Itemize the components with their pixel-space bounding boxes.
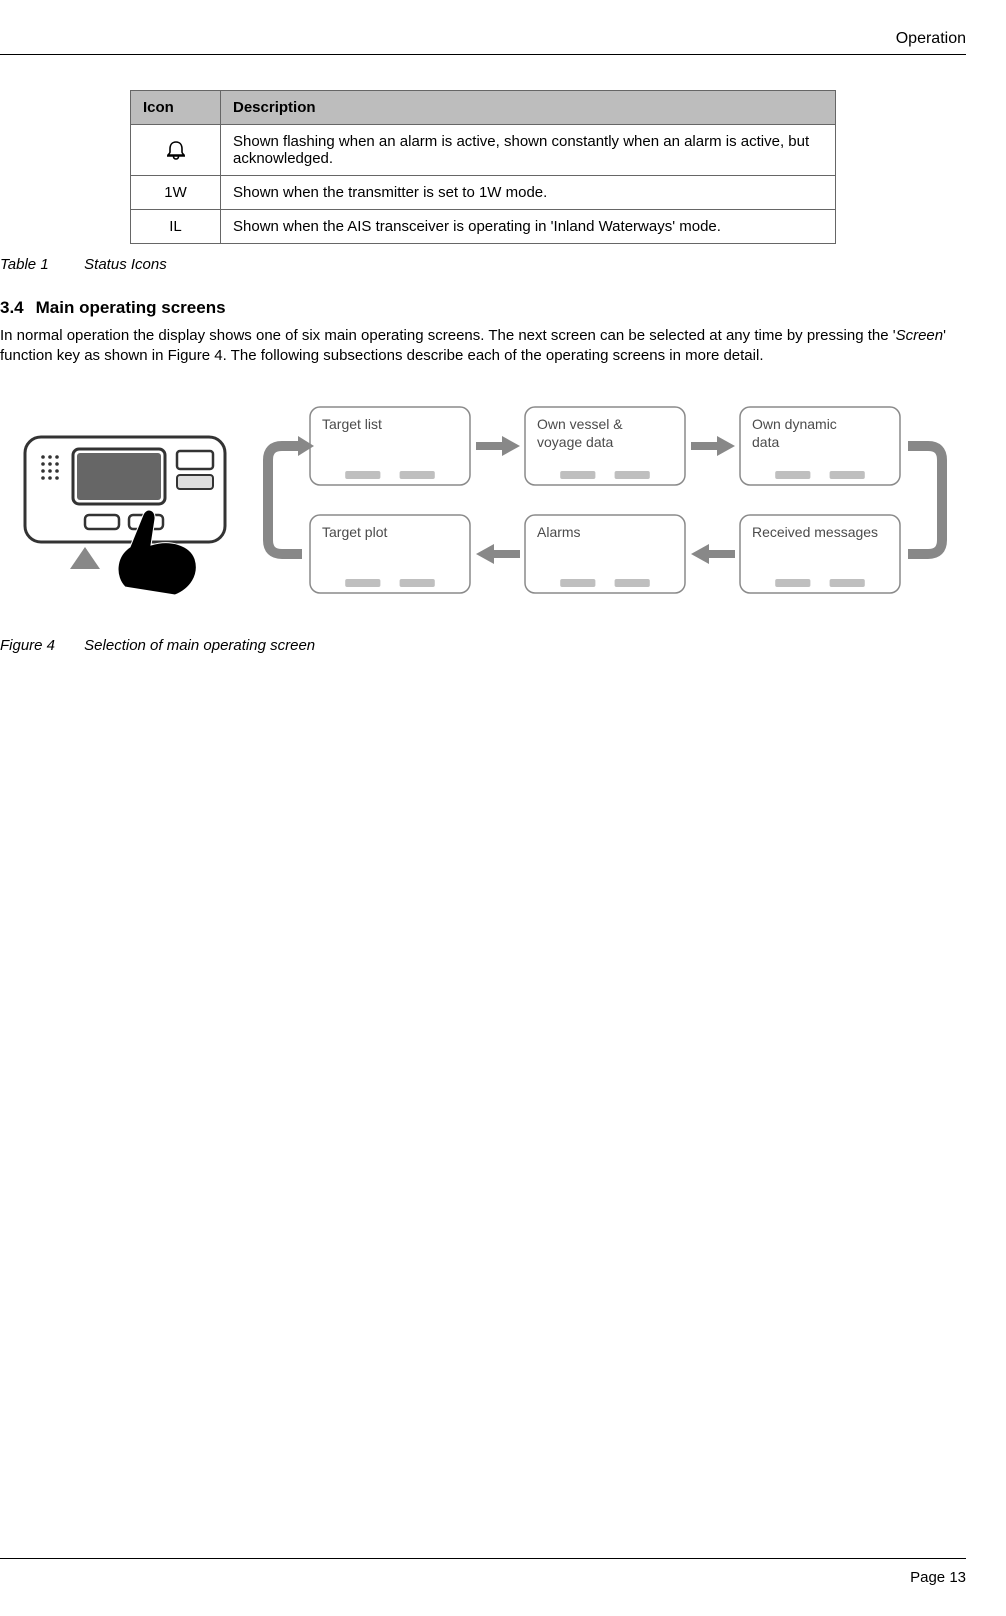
svg-text:Target plot: Target plot: [322, 524, 387, 540]
screen-own-vessel: Own vessel & voyage data: [525, 407, 685, 485]
table-row: Shown flashing when an alarm is active, …: [131, 125, 836, 176]
screen-received-messages: Received messages: [740, 515, 900, 593]
svg-text:Own vessel &: Own vessel &: [537, 416, 623, 432]
footer-page-label: Page: [910, 1569, 945, 1586]
footer-page-number: 13: [949, 1569, 966, 1586]
desc-cell: Shown when the AIS transceiver is operat…: [221, 210, 836, 244]
table-row: IL Shown when the AIS transceiver is ope…: [131, 210, 836, 244]
col-header-icon: Icon: [131, 91, 221, 125]
svg-text:voyage data: voyage data: [537, 434, 613, 450]
table-row: 1W Shown when the transmitter is set to …: [131, 176, 836, 210]
header-section-name: Operation: [896, 30, 966, 47]
svg-text:Alarms: Alarms: [537, 524, 581, 540]
figure-caption-text: Selection of main operating screen: [84, 637, 315, 654]
section-heading: 3.4 Main operating screens: [0, 298, 966, 318]
screen-target-plot: Target plot: [310, 515, 470, 593]
bell-icon: [165, 140, 187, 160]
page-footer: Page 13: [0, 1558, 966, 1586]
icon-cell-bell: [131, 125, 221, 176]
svg-text:Own dynamic: Own dynamic: [752, 416, 837, 432]
figure-4: Target list Own vessel & voyage data Own dy…: [0, 397, 966, 617]
table-caption: Table 1 Status Icons: [0, 256, 966, 273]
svg-text:Target list: Target list: [322, 416, 382, 432]
svg-text:data: data: [752, 434, 779, 450]
section-number: 3.4: [0, 298, 24, 318]
status-icons-table-wrap: Icon Description Shown flashing when an …: [0, 90, 966, 244]
table-caption-label: Table 1: [0, 256, 80, 273]
section-body: In normal operation the display shows on…: [0, 326, 966, 367]
figure-caption-label: Figure 4: [0, 637, 80, 654]
desc-cell: Shown when the transmitter is set to 1W …: [221, 176, 836, 210]
col-header-description: Description: [221, 91, 836, 125]
screen-own-dynamic: Own dynamic data: [740, 407, 900, 485]
page-header: Operation: [0, 30, 966, 55]
icon-cell-il: IL: [131, 210, 221, 244]
body-em: Screen: [896, 327, 944, 344]
desc-cell: Shown flashing when an alarm is active, …: [221, 125, 836, 176]
section-title: Main operating screens: [36, 298, 226, 317]
figure-caption: Figure 4 Selection of main operating scr…: [0, 637, 966, 654]
device-icon: [25, 437, 225, 595]
table-caption-text: Status Icons: [84, 256, 167, 273]
status-icons-table: Icon Description Shown flashing when an …: [130, 90, 836, 244]
icon-cell-1w: 1W: [131, 176, 221, 210]
figure-diagram: Target list Own vessel & voyage data Own dy…: [10, 397, 970, 617]
screen-target-list: Target list: [310, 407, 470, 485]
body-pre: In normal operation the display shows on…: [0, 327, 896, 344]
svg-text:Received messages: Received messages: [752, 524, 878, 540]
screen-alarms: Alarms: [525, 515, 685, 593]
